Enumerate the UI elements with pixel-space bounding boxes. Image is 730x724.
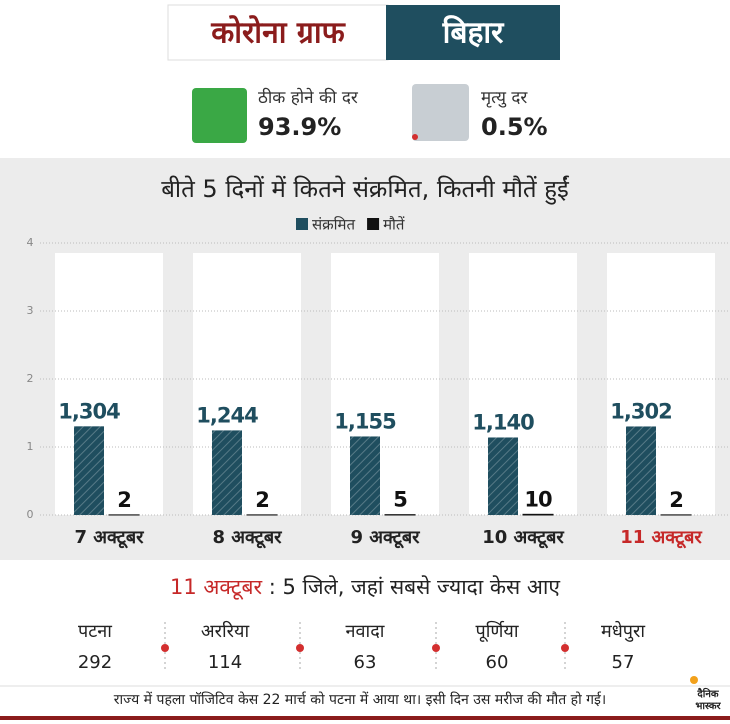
stat-label: ठीक होने की दर: [258, 87, 359, 108]
stat-swatch: [412, 84, 469, 141]
logo-line: भास्कर: [695, 701, 721, 712]
header-title: कोरोना ग्राफ: [210, 15, 346, 51]
district-cases: 114: [208, 652, 242, 673]
y-tick-label: 1: [27, 440, 34, 453]
bar: [523, 514, 553, 515]
category-panel: [607, 253, 715, 515]
district-name: पूर्णिया: [475, 620, 518, 642]
value-label: 1,302: [610, 399, 671, 423]
x-tick-label: 9 अक्टूबर: [350, 527, 420, 549]
value-label: 2: [255, 488, 269, 512]
value-label: 2: [117, 488, 131, 512]
bar-hatch: [350, 436, 380, 515]
legend-label: मौतें: [383, 216, 405, 234]
stat-label: मृत्यु दर: [481, 88, 528, 108]
logo-line: दैनिक: [696, 687, 719, 700]
y-tick-label: 3: [27, 304, 34, 317]
logo-sun: [690, 676, 698, 684]
x-tick-label: 11 अक्टूबर: [620, 527, 702, 549]
value-label: 1,244: [196, 403, 258, 427]
chart-title: बीते 5 दिनों में कितने संक्रमित, कितनी म…: [161, 175, 570, 205]
stat-value: 93.9%: [258, 113, 341, 141]
x-tick-label: 8 अक्टूबर: [212, 527, 282, 549]
district-name: पटना: [78, 621, 112, 642]
district-dot: [296, 644, 304, 652]
district-dot: [561, 644, 569, 652]
header-state: बिहार: [442, 15, 506, 51]
district-table: पटना 292 अररिया 114 नवादा 63 पूर्णिया 60 मधेपुरा…: [78, 620, 646, 673]
footer-note: राज्य में पहला पॉजिटिव केस 22 मार्च को प…: [114, 691, 607, 708]
category-panel: [55, 253, 163, 515]
y-tick-label: 2: [27, 372, 34, 385]
district-name: नवादा: [346, 621, 385, 642]
district-name: अररिया: [201, 620, 250, 642]
bar-hatch: [212, 430, 242, 515]
value-label: 1,304: [58, 399, 120, 423]
bar-hatch: [626, 426, 656, 515]
subheading-date: 11 अक्टूबर: [170, 575, 262, 600]
district-cases: 60: [486, 652, 509, 673]
value-label: 10: [524, 487, 552, 511]
plot: संक्रमित मौतें 0 1 2 3 4 1,304 2 7 अक्टूबर 1,244 2 8…: [27, 216, 730, 550]
value-label: 5: [393, 488, 407, 512]
value-label: 1,155: [334, 409, 396, 433]
category-panel: [331, 253, 439, 515]
y-tick-label: 4: [27, 236, 34, 249]
x-tick-label: 10 अक्टूबर: [482, 527, 564, 549]
subheading: 11 अक्टूबर : 5 जिले, जहां सबसे ज्यादा के…: [170, 575, 560, 600]
category-panel: [469, 253, 577, 515]
legend-swatch: [296, 218, 308, 230]
stat-value: 0.5%: [481, 113, 548, 141]
district-cases: 57: [612, 652, 635, 673]
y-tick-label: 0: [27, 508, 34, 521]
legend-swatch: [367, 218, 379, 230]
x-tick-label: 7 अक्टूबर: [74, 527, 144, 549]
category-panel: [193, 253, 301, 515]
district-name: मधेपुरा: [601, 620, 645, 642]
district-dot: [161, 644, 169, 652]
district-dot: [432, 644, 440, 652]
bar-hatch: [74, 426, 104, 515]
subheading-text: : 5 जिले, जहां सबसे ज्यादा केस आए: [262, 575, 560, 599]
stat-dot: [412, 134, 418, 140]
district-cases: 292: [78, 652, 112, 673]
district-cases: 63: [354, 652, 377, 673]
value-label: 2: [669, 488, 683, 512]
bottom-bar: [0, 716, 730, 720]
stat-swatch: [192, 88, 247, 143]
bar-hatch: [488, 437, 518, 515]
value-label: 1,140: [472, 410, 534, 434]
legend-label: संक्रमित: [312, 216, 356, 234]
